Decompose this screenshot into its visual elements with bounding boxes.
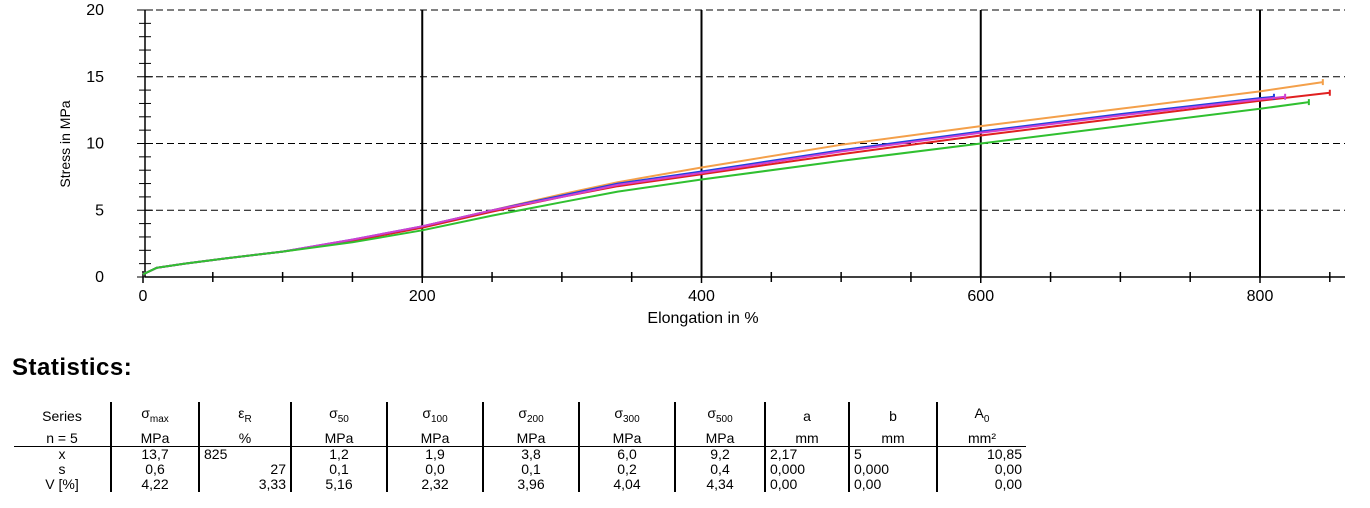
units-cell-5: MPa [482,431,579,447]
header-subscript: 50 [337,413,349,425]
header-subscript: 100 [430,413,448,425]
x-tick-label-4: 800 [1247,288,1274,305]
table-row: x 13,7 825 1,2 1,9 3,8 6,0 9,2 2,17 5 10,85 [14,446,1026,462]
x-axis-label: Elongation in % [647,310,758,327]
cell-r1-c3: 0,1 [290,461,387,477]
cell-r1-c7: 0,4 [674,461,765,477]
cell-r1-c2: 27 [198,461,291,477]
header-subscript: max [149,413,169,425]
table-row: s 0,6 27 0,1 0,0 0,1 0,2 0,4 0,000 0,000 0,00 [14,460,1026,477]
cell-r0-c1: 13,7 [110,446,199,462]
header-symbol: σ [141,405,150,421]
cell-r0-c5: 3,8 [482,446,579,462]
units-cell-10: mm² [936,431,1026,447]
table-header-row: Series σmax εR σ50 σ100 σ200 σ300 σ500 a b A0 [14,402,1026,431]
cell-r2-c10: 0,00 [936,476,1026,492]
x-tick-label-0: 0 [139,288,148,305]
cell-r1-c8: 0,000 [764,461,849,477]
header-symbol: σ [707,405,716,421]
header-col-2: εR [198,402,291,431]
header-col-5: σ200 [482,402,579,431]
header-symbol: σ [614,405,623,421]
cell-r2-c5: 3,96 [482,476,579,492]
cell-r2-c2: 3,33 [198,476,291,492]
header-symbol: σ [329,405,338,421]
x-tick-label-3: 600 [967,288,994,305]
cell-r2-c7: 4,34 [674,476,765,492]
header-col-8: a [764,402,849,431]
header-subscript: 300 [622,413,640,425]
cell-r2-c9: 0,00 [848,476,937,492]
cell-r0-c7: 9,2 [674,446,765,462]
cell-r0-c4: 1,9 [386,446,483,462]
header-symbol: A [974,405,984,421]
series-lines [142,79,1331,276]
y-axis-label: Stress in MPa [57,100,73,187]
statistics-table: Series σmax εR σ50 σ100 σ200 σ300 σ500 a b A0 n = 5… [14,402,1026,492]
y-tick-label-1: 5 [95,202,104,219]
cell-r1-c10: 0,00 [936,461,1026,477]
cell-r1-c0: s [58,460,66,477]
table-row: V [%] 4,22 3,33 5,16 2,32 3,96 4,04 4,34 0,00 0,0… [14,475,1026,492]
cell-r0-c2: 825 [198,446,291,462]
header-col-7: σ500 [674,402,765,431]
cell-r1-c5: 0,1 [482,461,579,477]
header-subscript: 200 [526,413,544,425]
units-cell-1: MPa [110,431,199,447]
cell-r2-c0: V [%] [45,475,79,492]
y-tick-label-2: 10 [86,136,104,153]
axes [137,9,1345,283]
series-line-5 [142,101,1310,276]
cell-r1-c6: 0,2 [578,461,675,477]
header-symbol: σ [518,405,527,421]
y-tick-label-0: 0 [95,269,104,286]
cell-r0-c3: 1,2 [290,446,387,462]
units-cell-9: mm [848,431,937,447]
units-cell-7: MPa [674,431,765,447]
cell-r0-c6: 6,0 [578,446,675,462]
cell-r2-c4: 2,32 [386,476,483,492]
table-units-row: n = 5 MPa% MPa MPa MPa MPa MPa mm mm mm² [14,431,1026,447]
y-tick-label-4: 20 [86,2,104,19]
x-tick-label-2: 400 [688,288,715,305]
cell-r0-c10: 10,85 [936,446,1026,462]
header-col-4: σ100 [386,402,483,431]
statistics-title: Statistics: [12,354,133,381]
header-col-3: σ50 [290,402,387,431]
header-col-10: A0 [936,402,1026,431]
units-cell-4: MPa [386,431,483,447]
units-cell-0: n = 5 [14,431,111,447]
units-cell-3: MPa [290,431,387,447]
header-subscript: 500 [715,413,733,425]
cell-r2-c6: 4,04 [578,476,675,492]
grid [145,9,1345,277]
y-tick-label-3: 15 [86,69,104,86]
cell-r0-c9: 5 [848,446,937,462]
header-col-9: b [848,402,937,431]
header-symbol: ε [238,405,245,421]
header-subscript: R [244,413,252,425]
cell-r1-c1: 0,6 [110,461,199,477]
cell-r1-c9: 0,000 [848,461,937,477]
cell-r2-c8: 0,00 [764,476,849,492]
cell-r2-c1: 4,22 [110,476,199,492]
units-cell-2: % [198,431,291,447]
x-tick-label-1: 200 [409,288,436,305]
units-cell-6: MPa [578,431,675,447]
header-col-1: σmax [110,402,199,431]
cell-r0-c8: 2,17 [764,446,849,462]
cell-r0-c0: x [58,445,66,462]
header-symbol: σ [422,405,431,421]
cell-r2-c3: 5,16 [290,476,387,492]
header-symbol: b [889,408,897,425]
header-symbol: a [803,408,811,425]
header-col-6: σ300 [578,402,675,431]
cell-r1-c4: 0,0 [386,461,483,477]
header-subscript: 0 [983,413,990,425]
units-cell-8: mm [764,431,849,447]
header-series: Series [42,408,82,425]
